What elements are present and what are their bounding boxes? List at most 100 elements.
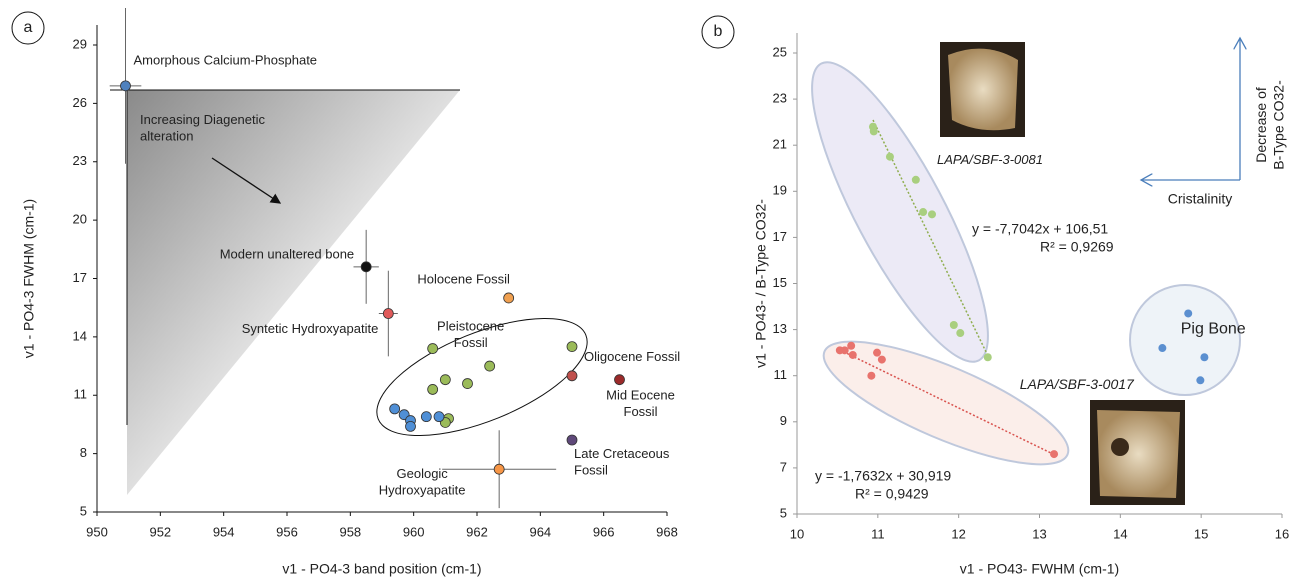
y-tick-label: 9 <box>780 413 787 428</box>
y-tick-label: 20 <box>73 212 87 227</box>
point <box>877 355 886 364</box>
point <box>614 374 625 386</box>
y-tick-label: 25 <box>773 44 787 59</box>
series-label: Late Cretaceous Fossil <box>574 446 670 477</box>
series-label: Modern unaltered bone <box>220 246 354 261</box>
point <box>847 341 856 350</box>
x-tick-label: 950 <box>86 524 108 539</box>
point <box>360 261 372 273</box>
x-tick-label: 14 <box>1113 526 1127 541</box>
point <box>956 329 965 338</box>
x-axis-label: v1 - PO4-3 band position (cm-1) <box>282 561 481 577</box>
annotation: Decrease of B-Type CO32- <box>1253 80 1287 170</box>
series-label: LAPA/SBF-3-0017 <box>1020 376 1135 392</box>
point <box>389 403 401 415</box>
r-squared: R² = 0,9269 <box>1040 239 1114 255</box>
y-tick-label: 14 <box>73 328 87 343</box>
point <box>420 411 432 423</box>
x-tick-label: 10 <box>790 526 804 541</box>
alteration-gradient <box>127 90 460 495</box>
point <box>1158 344 1167 353</box>
series-label: Oligocene Fossil <box>584 349 680 364</box>
annotation: Increasing Diagenetic alteration <box>140 112 266 143</box>
arrow <box>211 157 282 204</box>
panel-badge <box>11 11 45 45</box>
y-axis-label: v1 - PO43- / B-Type CO32- <box>753 199 769 368</box>
series-label: Amorphous Calcium-Phosphate <box>134 52 318 67</box>
x-tick-label: 958 <box>339 524 361 539</box>
point <box>405 420 416 432</box>
x-tick-label: 960 <box>403 524 425 539</box>
y-tick-label: 13 <box>773 321 787 336</box>
x-tick-label: 952 <box>149 524 171 539</box>
y-tick-label: 11 <box>74 387 88 402</box>
equation: y = -1,7632x + 30,919 <box>815 468 951 484</box>
point <box>566 434 578 446</box>
y-tick-label: 17 <box>73 270 87 285</box>
point <box>848 350 857 359</box>
point <box>869 127 878 136</box>
group-ellipse <box>822 340 1070 466</box>
panel-badge <box>701 15 735 49</box>
point <box>382 308 394 319</box>
x-tick-label: 968 <box>656 524 678 539</box>
photo <box>948 48 1018 131</box>
point <box>927 210 936 219</box>
point <box>919 208 928 217</box>
series-label: Syntetic Hydroxyapatite <box>242 321 379 336</box>
trendline <box>872 119 991 361</box>
point <box>835 346 844 355</box>
y-tick-label: 7 <box>780 459 787 474</box>
y-tick-label: 26 <box>73 95 87 110</box>
equation: y = -7,7042x + 106,51 <box>972 221 1108 237</box>
point <box>1196 376 1205 385</box>
y-tick-label: 11 <box>774 367 788 382</box>
r-squared: R² = 0,9429 <box>855 486 929 502</box>
y-tick-label: 19 <box>773 183 787 198</box>
series-label: LAPA/SBF-3-0081 <box>937 152 1043 167</box>
x-tick-label: 15 <box>1194 526 1208 541</box>
point <box>867 371 876 380</box>
point <box>566 341 578 353</box>
point <box>462 378 473 389</box>
series-label: Pig Bone <box>1181 321 1246 338</box>
y-tick-label: 15 <box>773 275 787 290</box>
point <box>427 343 439 354</box>
y-axis-label: v1 - PO4-3 FWHM (cm-1) <box>21 199 37 358</box>
x-tick-label: 16 <box>1275 526 1289 541</box>
x-tick-label: 11 <box>871 526 885 541</box>
annotation: Cristalinity <box>1168 191 1233 207</box>
x-axis-label: v1 - PO43- FWHM (cm-1) <box>960 561 1119 577</box>
y-tick-label: 8 <box>80 445 87 460</box>
y-tick-label: 5 <box>80 503 87 518</box>
point <box>873 348 882 357</box>
point <box>566 370 578 382</box>
series-label: Holocene Fossil <box>417 271 510 286</box>
group-ellipse <box>376 317 588 437</box>
panel-label: a <box>24 19 33 36</box>
point <box>493 463 505 475</box>
point <box>120 80 131 92</box>
x-tick-label: 13 <box>1032 526 1046 541</box>
y-tick-label: 29 <box>73 36 87 51</box>
panel-label: b <box>714 23 723 40</box>
x-tick-label: 12 <box>951 526 965 541</box>
y-tick-label: 21 <box>773 137 787 152</box>
point <box>439 374 451 386</box>
y-tick-label: 23 <box>73 153 87 168</box>
y-tick-label: 17 <box>773 229 787 244</box>
series-label: Pleistocene Fossil <box>437 319 504 350</box>
x-tick-label: 954 <box>213 524 235 539</box>
point <box>427 384 439 395</box>
group-ellipse <box>1129 284 1241 396</box>
y-tick-label: 5 <box>780 505 787 520</box>
x-tick-label: 956 <box>276 524 298 539</box>
point <box>433 411 445 423</box>
x-tick-label: 962 <box>466 524 488 539</box>
point <box>484 360 496 372</box>
x-tick-label: 964 <box>529 524 551 539</box>
point <box>949 320 958 329</box>
x-tick-label: 966 <box>593 524 615 539</box>
point <box>911 175 920 184</box>
